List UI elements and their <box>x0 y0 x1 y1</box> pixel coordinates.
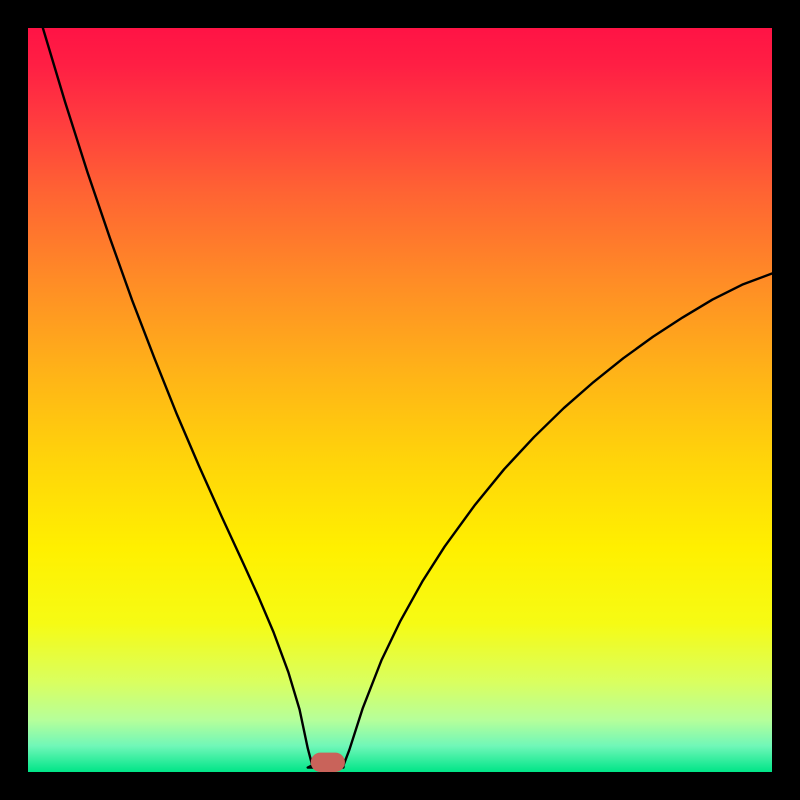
chart-frame: TheBottleneck.com <box>0 0 800 800</box>
chart-background <box>28 28 772 772</box>
bottleneck-curve-chart <box>28 28 772 772</box>
optimal-point-marker <box>311 753 345 772</box>
